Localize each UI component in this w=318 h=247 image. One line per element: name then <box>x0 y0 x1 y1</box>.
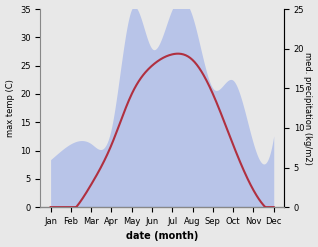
Y-axis label: max temp (C): max temp (C) <box>5 79 15 137</box>
X-axis label: date (month): date (month) <box>126 231 198 242</box>
Y-axis label: med. precipitation (kg/m2): med. precipitation (kg/m2) <box>303 52 313 165</box>
